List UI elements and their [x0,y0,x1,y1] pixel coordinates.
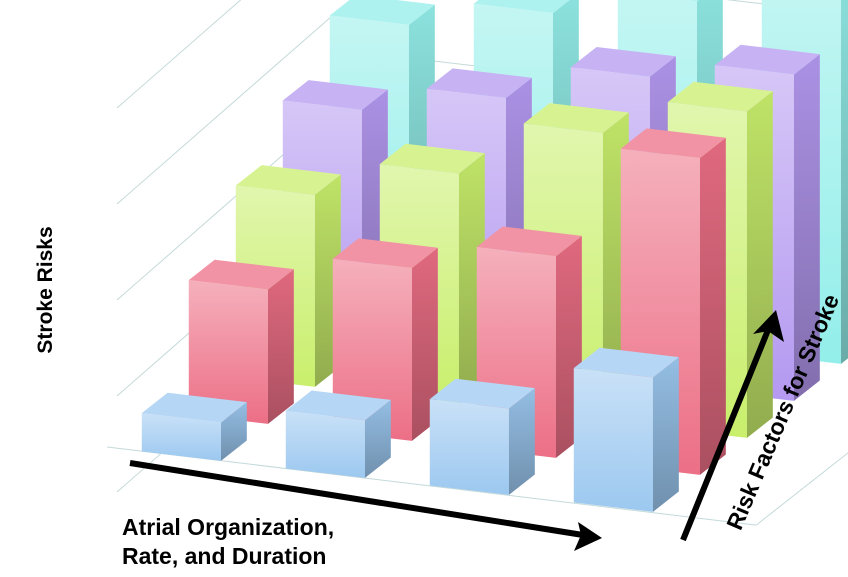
bar-side-face [793,54,820,401]
bar-top-face [329,0,435,25]
bar-front-face [573,368,653,512]
bar-top-face [620,128,726,159]
bar-front-face [285,410,365,478]
bar-row1-col3 [429,378,535,495]
bar-side-face [746,91,773,438]
bar-top-face [235,165,341,195]
bar-side-face [840,0,848,364]
bar-top-face [667,81,773,112]
bar-top-face [429,378,535,409]
x-axis-arrow [129,460,602,551]
bar-front-face [188,280,268,424]
bar-top-face [332,238,438,269]
bar-top-face [285,390,391,421]
bar-front-face [332,258,412,441]
bar-top-face [282,80,388,110]
bar-side-face [699,137,726,475]
bar-top-face [686,0,699,2]
bar-row1-col1 [141,392,247,461]
bars [141,0,848,512]
bar-row2-col2 [332,238,438,441]
y-axis-label: Stroke Risks [34,226,57,353]
bar-top-face [188,259,294,290]
z-axis-arrow [680,310,784,542]
bar-row1-col2 [285,390,391,478]
x-axis-label-line2: Rate, and Duration [122,543,326,569]
bar-row2-col1 [188,259,294,424]
bar-top-face [476,226,582,257]
bar-front-face [141,413,221,461]
gridline [116,0,242,109]
x-axis-label-line1: Atrial Organization, [122,514,334,540]
bar-top-face [573,347,679,378]
bar-side-face [411,247,438,441]
bar-side-face [508,388,535,495]
bar-top-face [570,46,676,77]
bar-front-face [429,399,509,495]
bar-side-face [652,357,679,512]
bar-side-face [267,269,294,424]
bar-top-face [473,0,570,14]
bar-top-face [714,44,820,75]
bar-row1-col4 [573,347,679,512]
bar-top-face [523,103,629,133]
bar-top-face [426,68,532,99]
floor-edge [755,452,848,526]
bar-top-face [379,143,485,174]
bar-top-face [141,392,247,423]
bar-side-face [220,402,247,461]
bar-side-face [364,399,391,478]
